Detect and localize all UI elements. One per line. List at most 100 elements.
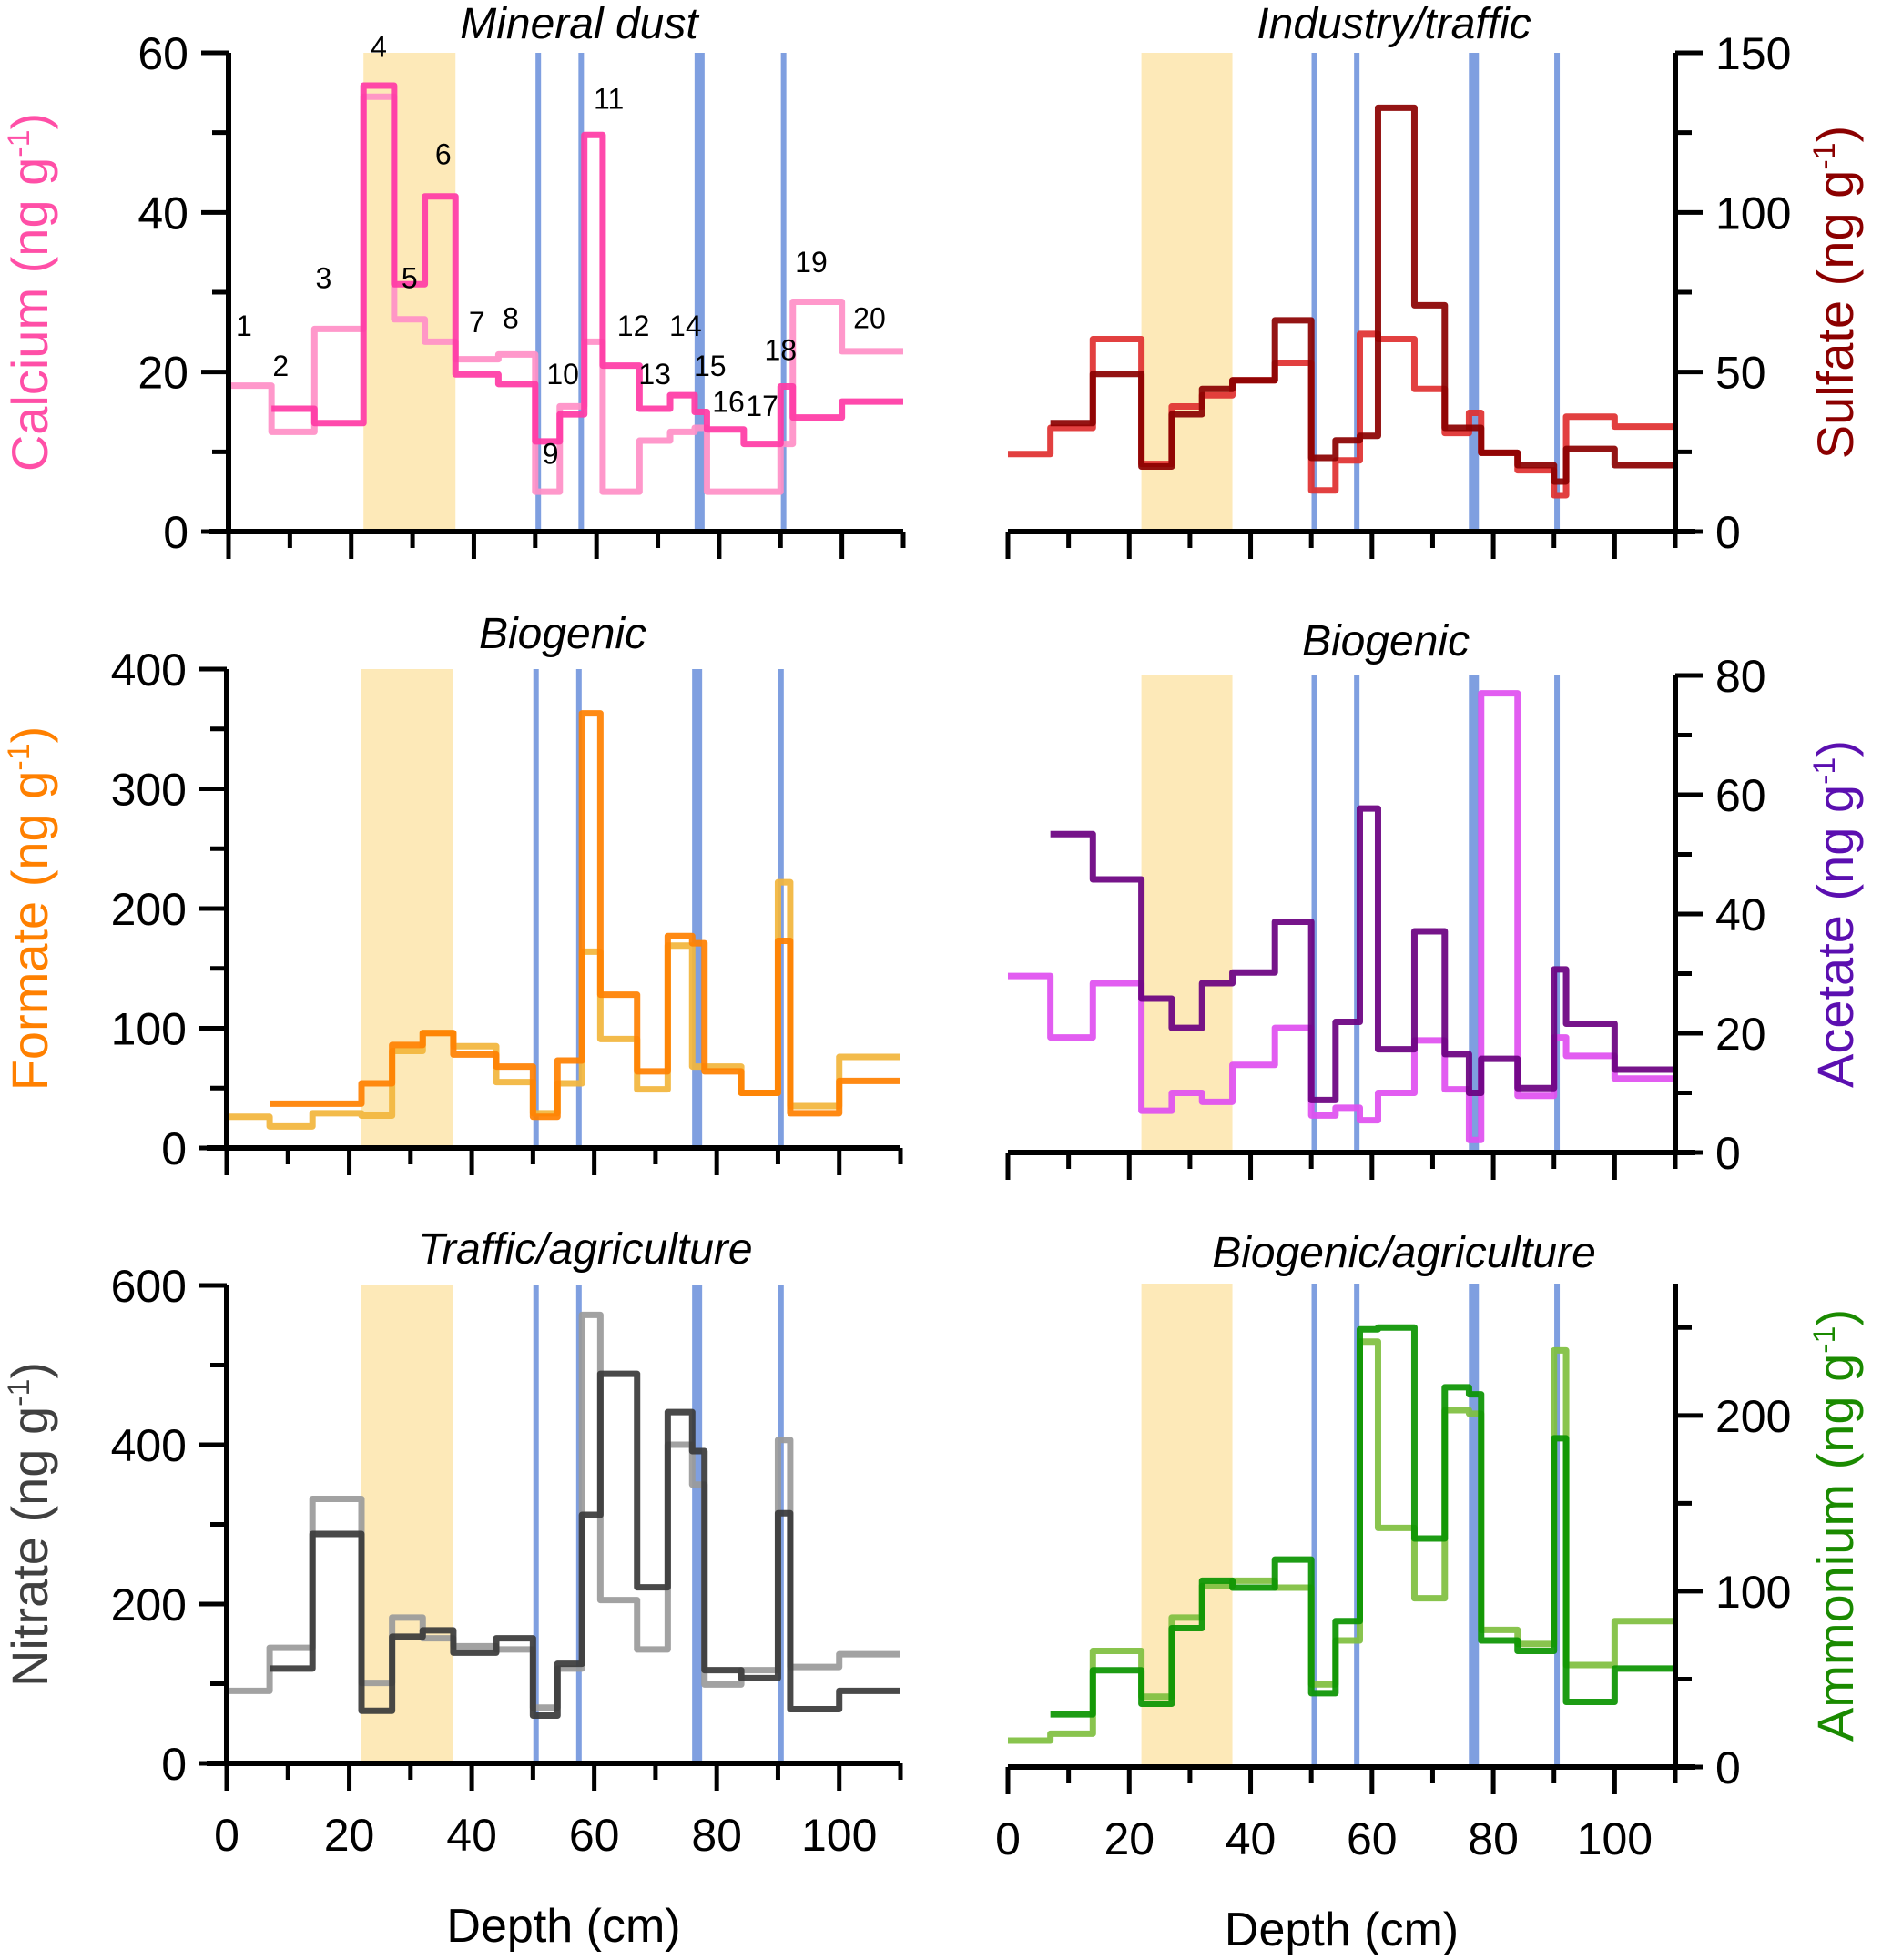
panel-title: Biogenic/agriculture <box>1212 1229 1596 1277</box>
y-axis-label-sup: -1 <box>2 1379 36 1407</box>
x-tick-label: 80 <box>1468 1813 1519 1864</box>
sulfate-core-b-line <box>1050 104 1675 485</box>
y-tick-label: 150 <box>1715 28 1791 79</box>
segment-label: 8 <box>503 301 519 334</box>
y-tick-label: 0 <box>1715 1742 1741 1793</box>
y-tick-label: 200 <box>111 1579 187 1630</box>
y-axis-label-text: Sulfate (ng g <box>1806 170 1864 460</box>
y-tick-label: 50 <box>1715 348 1766 399</box>
nitrate-core-a-line <box>227 1311 900 1711</box>
highlight-band <box>1141 1284 1233 1767</box>
segment-label: 5 <box>402 262 418 295</box>
segment-label: 20 <box>853 301 886 334</box>
x-tick-label: 60 <box>1347 1813 1398 1864</box>
y-tick-label: 0 <box>1715 507 1741 558</box>
acetate-core-a-line <box>1008 690 1675 1143</box>
panel-title: Industry/traffic <box>1256 0 1531 48</box>
y-tick-label: 0 <box>163 507 188 558</box>
y-tick-label: 400 <box>111 1420 187 1471</box>
y-tick-label: 0 <box>161 1739 187 1790</box>
y-tick-label: 400 <box>111 645 187 696</box>
y-axis-label: Acetate (ng g-1) <box>1806 740 1864 1088</box>
y-axis-label: Ammonium (ng g-1) <box>1806 1309 1864 1742</box>
y-tick-label: 20 <box>137 348 188 399</box>
y-tick-label: 40 <box>1715 889 1766 940</box>
y-axis-label-sup: -1 <box>1807 757 1842 785</box>
segment-label: 4 <box>371 30 387 63</box>
y-tick-label: 60 <box>137 28 188 79</box>
sulfate-core-a-line <box>1008 330 1675 499</box>
acetate-panel: 0 20 40 60 80 Acetate (ng g-1) Biogenic <box>1005 617 1864 1180</box>
y-axis-label: Calcium (ng g-1) <box>1 113 58 472</box>
segment-label: 18 <box>764 334 797 367</box>
panel-title: Traffic/agriculture <box>418 1225 752 1274</box>
segment-label: 16 <box>712 386 745 419</box>
y-tick-label: 0 <box>1715 1128 1741 1179</box>
nitrate-panel: 0 20 40 60 80 100 Depth (cm) 0 200 400 600 Nitrate … <box>1 1225 903 1953</box>
segment-label: 9 <box>543 437 559 470</box>
y-tick-label: 60 <box>1715 770 1766 821</box>
x-axis-label: Depth (cm) <box>1225 1904 1459 1956</box>
y-axis-label-close: ) <box>1 726 58 744</box>
formate-panel: 0 100 200 300 400 Formate (ng g-1) Biogenic <box>1 610 903 1175</box>
x-tick-label: 20 <box>324 1810 375 1861</box>
panel-title: Mineral dust <box>460 0 699 48</box>
y-tick-label: 0 <box>161 1123 187 1174</box>
y-axis-label-sup: -1 <box>2 129 36 157</box>
sulfate-panel: 0 50 100 150 Sulfate (ng g-1) Industry/traffi… <box>1005 0 1864 559</box>
y-axis-label-text: Formate (ng g <box>1 771 58 1092</box>
calcium-panel: 0 20 40 60 Calcium (ng g-1) Mineral dust 12 3 4 5… <box>1 0 906 559</box>
formate-core-b-line <box>270 710 900 1121</box>
highlight-band <box>361 1285 453 1763</box>
highlight-band <box>361 669 453 1148</box>
y-axis-label-text: Calcium (ng g <box>1 157 58 472</box>
y-axis-label-close: ) <box>1806 1309 1864 1326</box>
y-axis-label: Nitrate (ng g-1) <box>1 1362 58 1687</box>
segment-label: 14 <box>669 310 702 342</box>
segment-label: 17 <box>746 390 778 422</box>
ammonium-panel: 0 20 40 60 80 100 Depth (cm) 0 100 200 Ammonium (n… <box>995 1229 1864 1956</box>
ammonium-core-b-line <box>1050 1324 1675 1718</box>
segment-label: 6 <box>435 138 452 171</box>
y-tick-label: 20 <box>1715 1009 1766 1060</box>
acetate-core-b-line <box>1050 805 1675 1103</box>
segment-label: 7 <box>469 306 485 339</box>
y-axis-label-close: ) <box>1 113 58 130</box>
x-tick-label: 100 <box>801 1810 877 1861</box>
x-tick-label: 20 <box>1104 1813 1155 1864</box>
formate-core-a-line <box>227 878 900 1130</box>
x-tick-label: 40 <box>446 1810 497 1861</box>
y-axis-label-close: ) <box>1 1362 58 1379</box>
segment-label: 2 <box>272 350 289 382</box>
y-tick-label: 100 <box>1715 188 1791 239</box>
calcium-core-b-line <box>271 82 903 448</box>
ammonium-core-a-line <box>1008 1338 1675 1744</box>
y-tick-label: 300 <box>111 765 187 816</box>
highlight-band <box>363 53 456 532</box>
y-axis-label-text: Nitrate (ng g <box>1 1407 58 1687</box>
y-axis-label: Sulfate (ng g-1) <box>1806 126 1864 459</box>
panel-title: Biogenic <box>479 610 646 658</box>
highlight-band <box>1141 675 1233 1153</box>
x-tick-label: 0 <box>995 1813 1021 1864</box>
y-axis-label-sup: -1 <box>1807 142 1842 169</box>
segment-label: 3 <box>316 262 332 295</box>
x-tick-label: 0 <box>214 1810 239 1861</box>
y-tick-label: 40 <box>137 188 188 239</box>
segment-label: 19 <box>795 246 828 279</box>
y-axis-label: Formate (ng g-1) <box>1 726 58 1092</box>
y-tick-label: 600 <box>111 1261 187 1312</box>
y-axis-label-text: Acetate (ng g <box>1806 785 1864 1088</box>
x-tick-label: 40 <box>1226 1813 1277 1864</box>
x-tick-label: 100 <box>1577 1813 1653 1864</box>
x-axis-label: Depth (cm) <box>446 1900 680 1953</box>
segment-label: 13 <box>638 358 671 391</box>
y-axis-label-close: ) <box>1806 740 1864 757</box>
y-axis-label-sup: -1 <box>2 743 36 770</box>
x-tick-label: 60 <box>569 1810 620 1861</box>
y-axis-label-sup: -1 <box>1807 1326 1842 1354</box>
segment-label: 12 <box>617 310 650 342</box>
y-tick-label: 200 <box>111 884 187 935</box>
